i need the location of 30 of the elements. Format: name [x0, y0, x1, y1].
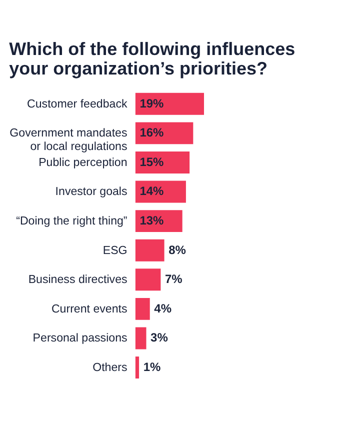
bar [135, 92, 204, 115]
bar [135, 122, 194, 144]
y-tick-label: Customer feedback [27, 98, 128, 110]
y-tick-label: ESG [102, 244, 128, 257]
data-label: 1% [143, 360, 161, 374]
y-tick-label: Investor goals [55, 186, 128, 198]
chart-title: Which of the following influences your organization’s priorities? [9, 38, 296, 79]
bar [135, 268, 161, 291]
bar [135, 239, 164, 262]
data-label: 8% [168, 242, 186, 257]
data-label: 14% [140, 184, 164, 198]
data-label: 16% [140, 126, 164, 140]
bar [135, 180, 186, 203]
y-tick-label: Business directives [28, 274, 128, 286]
y-tick-label: Current events [51, 303, 128, 316]
bar [135, 152, 190, 174]
data-label: 4% [154, 301, 172, 316]
y-tick-label: “Doing the right thing” [16, 216, 128, 228]
bar [135, 327, 146, 350]
bar [135, 356, 140, 378]
y-tick-label: Personal passions [32, 332, 128, 345]
y-tick-label: Public perception [38, 156, 128, 169]
y-tick-label: Government mandates or local regulations [10, 128, 128, 153]
y-tick-label: Others [92, 362, 128, 374]
data-label: 19% [140, 96, 164, 110]
data-label: 13% [140, 214, 164, 228]
data-label: 15% [140, 154, 164, 169]
bar [135, 298, 150, 320]
data-label: 7% [164, 272, 183, 286]
data-label: 3% [150, 330, 168, 345]
